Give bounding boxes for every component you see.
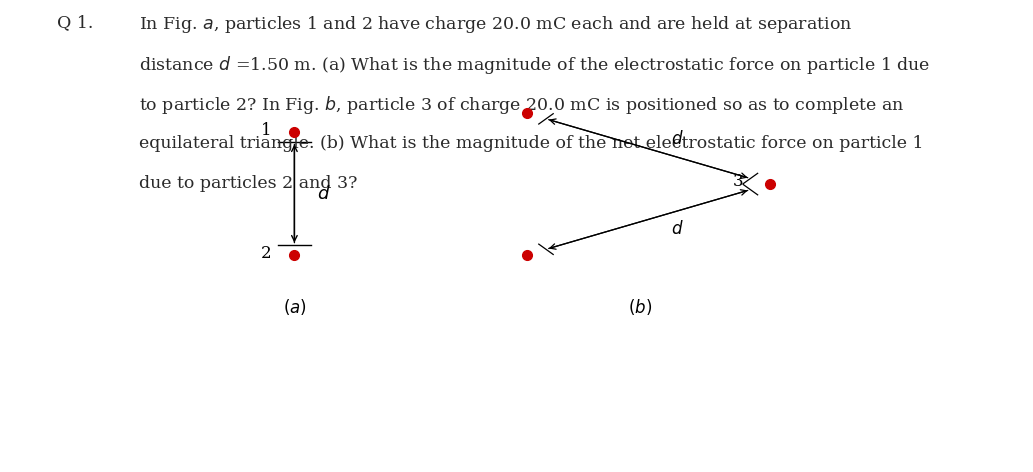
Text: Q 1.: Q 1. xyxy=(57,14,93,31)
Text: $(a)$: $(a)$ xyxy=(283,297,306,317)
Text: $d$: $d$ xyxy=(670,220,684,238)
Text: 2: 2 xyxy=(261,245,272,262)
Text: due to particles 2 and 3?: due to particles 2 and 3? xyxy=(139,175,357,192)
Text: 1: 1 xyxy=(261,122,272,139)
Text: to particle 2? In Fig. $b$, particle 3 of charge 20.0 mC is positioned so as to : to particle 2? In Fig. $b$, particle 3 o… xyxy=(139,94,905,117)
Text: $d$: $d$ xyxy=(670,130,684,148)
Text: distance $d$ =1.50 m. (a) What is the magnitude of the electrostatic force on pa: distance $d$ =1.50 m. (a) What is the ma… xyxy=(139,54,931,76)
Text: $d$: $d$ xyxy=(317,185,331,202)
Text: In Fig. $a$, particles 1 and 2 have charge 20.0 mC each and are held at separati: In Fig. $a$, particles 1 and 2 have char… xyxy=(139,14,853,35)
Text: 3: 3 xyxy=(733,173,744,190)
Text: equilateral triangle. (b) What is the magnitude of the net electrostatic force o: equilateral triangle. (b) What is the ma… xyxy=(139,135,924,152)
Text: $(b)$: $(b)$ xyxy=(628,297,653,317)
